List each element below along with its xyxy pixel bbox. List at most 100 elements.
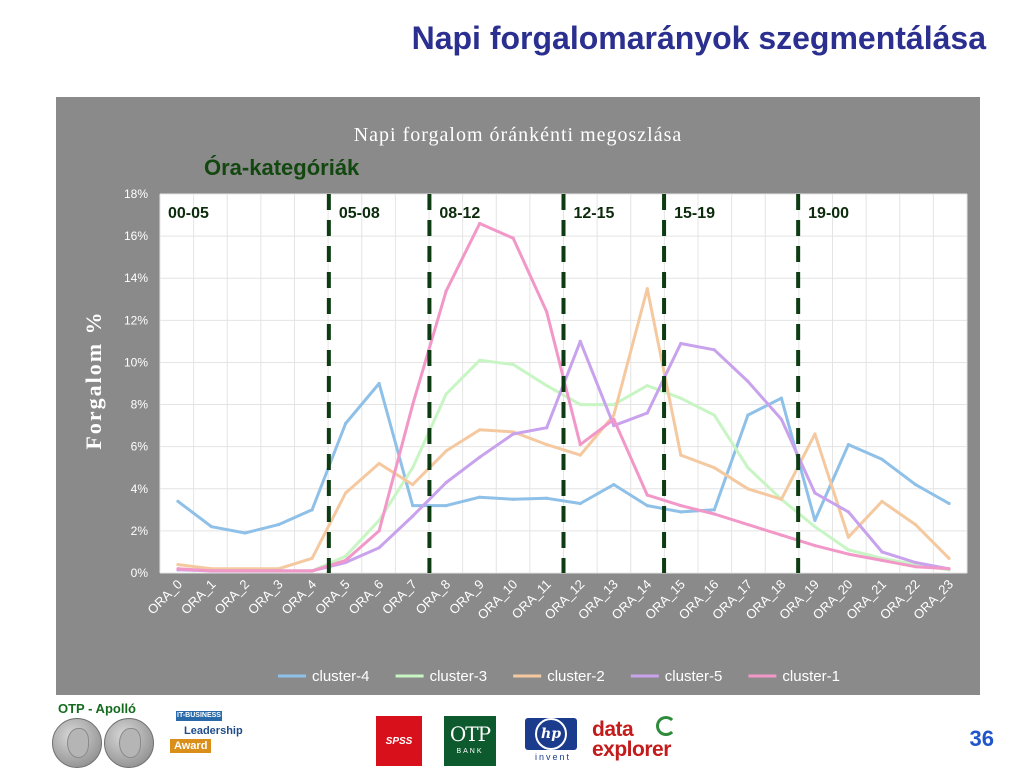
data-point-cluster-3 bbox=[712, 413, 716, 417]
slide-title: Napi forgalomarányok szegmentálása bbox=[411, 20, 986, 56]
data-point-cluster-1 bbox=[846, 552, 851, 556]
y-tick-label: 0% bbox=[131, 566, 149, 580]
data-point-cluster-1 bbox=[779, 533, 783, 537]
data-point-cluster-5 bbox=[880, 550, 884, 554]
hp-logo: hp invent bbox=[521, 718, 585, 766]
data-point-cluster-3 bbox=[444, 392, 448, 396]
segment-label: 12-15 bbox=[574, 205, 615, 222]
spss-logo: SPSS bbox=[376, 716, 422, 766]
data-point-cluster-1 bbox=[478, 221, 482, 226]
data-point-cluster-5 bbox=[377, 546, 381, 550]
footer bbox=[0, 700, 1024, 768]
data-point-cluster-1 bbox=[578, 442, 582, 447]
data-point-cluster-1 bbox=[511, 236, 515, 240]
segment-label: 15-19 bbox=[674, 205, 715, 222]
data-point-cluster-4 bbox=[947, 501, 951, 506]
data-point-cluster-5 bbox=[679, 341, 683, 346]
data-point-cluster-3 bbox=[411, 466, 415, 470]
otp-bank-logo: OTP BANK bbox=[444, 716, 496, 766]
data-point-cluster-5 bbox=[846, 510, 851, 514]
y-tick-label: 4% bbox=[131, 482, 149, 496]
coin-face-icon bbox=[67, 728, 89, 758]
data-point-cluster-2 bbox=[947, 556, 951, 560]
legend-label: cluster-4 bbox=[312, 668, 370, 685]
y-tick-label: 14% bbox=[124, 271, 148, 285]
data-point-cluster-2 bbox=[645, 287, 649, 291]
data-point-cluster-1 bbox=[209, 569, 214, 573]
data-point-cluster-4 bbox=[276, 522, 281, 527]
data-point-cluster-2 bbox=[746, 487, 750, 491]
data-point-cluster-4 bbox=[344, 421, 348, 426]
coin-logo-left bbox=[52, 718, 102, 768]
data-point-cluster-4 bbox=[377, 381, 381, 386]
x-tick-label: ORA_7 bbox=[379, 577, 420, 618]
data-point-cluster-3 bbox=[679, 396, 683, 400]
x-tick-label: ORA_3 bbox=[245, 577, 286, 618]
data-point-cluster-5 bbox=[813, 491, 817, 495]
x-tick-label: ORA_4 bbox=[278, 577, 319, 618]
y-tick-label: 6% bbox=[131, 440, 149, 454]
line-chart: Napi forgalom óránkénti megoszlása Óra-ka… bbox=[81, 124, 968, 691]
data-explorer-line-2: explorer bbox=[592, 738, 671, 761]
hp-icon: hp bbox=[535, 718, 567, 750]
x-tick-label: ORA_0 bbox=[144, 577, 185, 618]
series-line-cluster-2 bbox=[176, 287, 951, 571]
data-point-cluster-4 bbox=[679, 510, 683, 514]
data-point-cluster-5 bbox=[578, 339, 582, 343]
data-explorer-line-1: data bbox=[592, 718, 634, 741]
data-point-cluster-3 bbox=[511, 362, 515, 367]
data-point-cluster-1 bbox=[679, 504, 683, 508]
legend-label: cluster-2 bbox=[547, 668, 605, 685]
data-point-cluster-5 bbox=[746, 379, 750, 383]
segment-label: 08-12 bbox=[439, 205, 480, 222]
data-point-cluster-3 bbox=[377, 518, 381, 522]
data-point-cluster-5 bbox=[645, 411, 649, 415]
data-point-cluster-4 bbox=[846, 442, 851, 447]
data-point-cluster-2 bbox=[813, 432, 817, 436]
data-point-cluster-2 bbox=[712, 466, 716, 470]
data-point-cluster-2 bbox=[612, 413, 616, 417]
data-point-cluster-5 bbox=[411, 514, 415, 518]
award-line-2: Award bbox=[170, 739, 212, 753]
page-number: 36 bbox=[969, 726, 994, 751]
x-tick-label: ORA_8 bbox=[413, 577, 454, 618]
chart-panel: Napi forgalom óránkénti megoszlása Óra-ka… bbox=[56, 97, 980, 695]
x-tick-label: ORA_1 bbox=[178, 577, 219, 618]
x-tick-label: ORA_2 bbox=[211, 577, 252, 618]
data-point-cluster-2 bbox=[377, 461, 381, 466]
data-point-cluster-5 bbox=[779, 417, 783, 421]
y-tick-label: 10% bbox=[124, 355, 148, 369]
y-axis-label: Forgalom % bbox=[81, 310, 106, 449]
data-point-cluster-1 bbox=[545, 310, 549, 314]
data-point-cluster-4 bbox=[913, 482, 918, 487]
data-point-cluster-3 bbox=[344, 554, 348, 558]
data-point-cluster-4 bbox=[779, 396, 783, 400]
data-point-cluster-2 bbox=[411, 482, 415, 487]
data-point-cluster-1 bbox=[712, 512, 716, 516]
y-tick-label: 12% bbox=[124, 313, 148, 327]
data-point-cluster-1 bbox=[176, 567, 180, 571]
data-point-cluster-3 bbox=[478, 358, 482, 362]
data-point-cluster-3 bbox=[612, 402, 616, 407]
data-point-cluster-2 bbox=[344, 491, 348, 495]
hp-tagline: invent bbox=[534, 752, 572, 762]
data-explorer-swirl-icon bbox=[656, 716, 676, 736]
data-point-cluster-3 bbox=[846, 548, 851, 552]
data-point-cluster-1 bbox=[913, 565, 918, 569]
legend-label: cluster-3 bbox=[430, 668, 488, 685]
data-point-cluster-2 bbox=[478, 428, 482, 432]
chart-subtitle: Óra-kategóriák bbox=[204, 155, 360, 180]
coin-figure-icon bbox=[119, 728, 141, 758]
data-point-cluster-4 bbox=[880, 457, 884, 461]
data-point-cluster-1 bbox=[310, 569, 314, 573]
data-point-cluster-4 bbox=[578, 501, 582, 506]
data-explorer-logo: data explorer bbox=[592, 716, 720, 766]
series-line-cluster-4 bbox=[176, 382, 951, 535]
otp-logo-subtext: BANK bbox=[456, 748, 484, 755]
data-point-cluster-4 bbox=[310, 508, 314, 512]
data-point-cluster-2 bbox=[913, 522, 918, 527]
data-point-cluster-1 bbox=[276, 569, 281, 573]
data-point-cluster-2 bbox=[679, 453, 683, 457]
data-point-cluster-2 bbox=[880, 499, 884, 504]
legend-label: cluster-5 bbox=[665, 668, 723, 685]
